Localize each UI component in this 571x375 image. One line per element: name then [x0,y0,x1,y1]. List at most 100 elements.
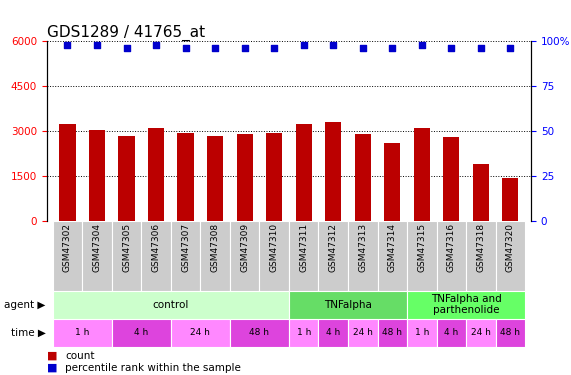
Point [211,45,220,51]
Bar [171,319,230,347]
Point [93,42,102,48]
Bar [89,130,105,221]
Text: agent ▶: agent ▶ [5,300,46,310]
Bar [141,221,171,291]
Text: GSM47304: GSM47304 [93,224,102,272]
Bar [325,122,341,221]
Text: GSM47310: GSM47310 [270,224,279,273]
Text: 24 h: 24 h [353,328,373,338]
Bar [437,319,466,347]
Bar [502,178,518,221]
Text: GSM47315: GSM47315 [417,224,427,273]
Bar [230,221,259,291]
Text: GSM47320: GSM47320 [506,224,515,272]
Bar [200,221,230,291]
Point [417,42,427,48]
Bar [384,143,400,221]
Point [476,45,485,51]
Text: GSM47308: GSM47308 [211,224,220,273]
Text: GSM47316: GSM47316 [447,224,456,273]
Text: 48 h: 48 h [250,328,270,338]
Bar [59,124,75,221]
Point [388,45,397,51]
Point [329,42,338,48]
Bar [230,319,289,347]
Bar [207,136,223,221]
Bar [348,319,377,347]
Text: GSM47306: GSM47306 [151,224,160,273]
Bar [112,221,141,291]
Point [299,42,308,48]
Bar [289,291,407,319]
Text: GSM47305: GSM47305 [122,224,131,273]
Bar [118,136,135,221]
Point [506,45,515,51]
Bar [266,133,282,221]
Bar [473,164,489,221]
Bar [496,319,525,347]
Text: GSM47302: GSM47302 [63,224,72,272]
Bar [466,221,496,291]
Bar [236,134,253,221]
Bar [407,221,437,291]
Text: percentile rank within the sample: percentile rank within the sample [65,363,241,373]
Point [358,45,367,51]
Text: 4 h: 4 h [134,328,148,338]
Bar [289,221,319,291]
Point [63,42,72,48]
Bar [259,221,289,291]
Bar [178,133,194,221]
Text: 24 h: 24 h [190,328,210,338]
Text: TNFalpha: TNFalpha [324,300,372,310]
Text: 24 h: 24 h [471,328,491,338]
Text: ■: ■ [47,351,57,361]
Bar [319,319,348,347]
Text: GSM47314: GSM47314 [388,224,397,272]
Point [270,45,279,51]
Bar [53,221,82,291]
Text: GSM47318: GSM47318 [476,224,485,273]
Bar [348,221,377,291]
Text: ■: ■ [47,363,57,373]
Point [181,45,190,51]
Bar [82,221,112,291]
Text: GSM47312: GSM47312 [329,224,337,272]
Bar [112,319,171,347]
Text: 4 h: 4 h [326,328,340,338]
Bar [466,319,496,347]
Bar [407,291,525,319]
Text: GSM47309: GSM47309 [240,224,249,273]
Bar [355,134,371,221]
Point [447,45,456,51]
Bar [53,319,112,347]
Text: GSM47307: GSM47307 [181,224,190,273]
Point [122,45,131,51]
Text: 48 h: 48 h [500,328,520,338]
Bar [171,221,200,291]
Text: GSM47313: GSM47313 [358,224,367,273]
Bar [296,124,312,221]
Bar [377,319,407,347]
Text: GDS1289 / 41765_at: GDS1289 / 41765_at [47,25,205,41]
Point [240,45,249,51]
Text: count: count [65,351,95,361]
Text: 48 h: 48 h [382,328,402,338]
Bar [443,137,460,221]
Bar [437,221,466,291]
Text: control: control [152,300,189,310]
Bar [377,221,407,291]
Bar [496,221,525,291]
Bar [319,221,348,291]
Text: TNFalpha and
parthenolide: TNFalpha and parthenolide [431,294,501,315]
Bar [289,319,319,347]
Bar [413,128,430,221]
Text: 1 h: 1 h [296,328,311,338]
Text: 1 h: 1 h [75,328,90,338]
Bar [148,128,164,221]
Text: GSM47311: GSM47311 [299,224,308,273]
Text: time ▶: time ▶ [11,328,46,338]
Text: 4 h: 4 h [444,328,459,338]
Point [151,42,160,48]
Text: 1 h: 1 h [415,328,429,338]
Bar [407,319,437,347]
